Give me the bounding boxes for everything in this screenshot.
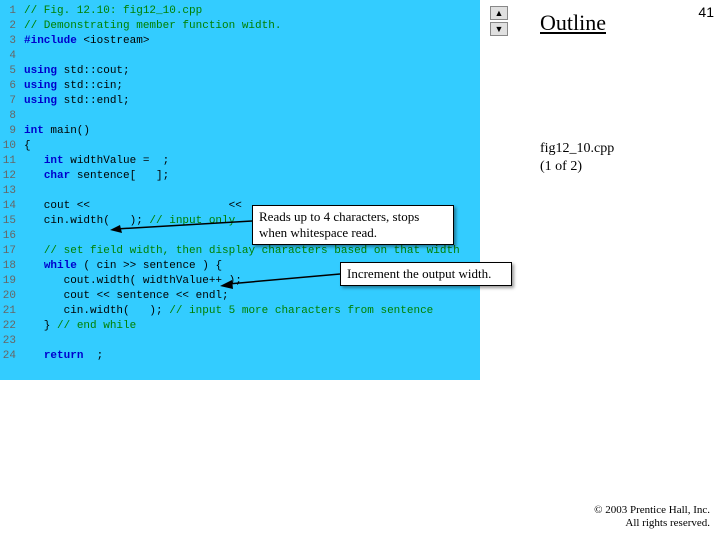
code-text: // Demonstrating member function width. <box>24 19 281 34</box>
code-line: 22 } // end while <box>0 319 480 334</box>
copyright: © 2003 Prentice Hall, Inc. All rights re… <box>594 504 710 530</box>
nav-buttons: ▲ ▼ <box>490 6 508 36</box>
code-text: using std::cin; <box>24 79 123 94</box>
code-line: 7using std::endl; <box>0 94 480 109</box>
code-text: { <box>24 139 31 154</box>
code-text: cout << sentence << endl; <box>24 289 229 304</box>
figure-name: fig12_10.cpp <box>540 140 614 158</box>
copyright-line1: © 2003 Prentice Hall, Inc. <box>594 504 710 517</box>
code-line: 13 <box>0 184 480 199</box>
line-number: 10 <box>0 139 24 154</box>
line-number: 14 <box>0 199 24 214</box>
line-number: 21 <box>0 304 24 319</box>
callout-reads-chars: Reads up to 4 characters, stops when whi… <box>252 205 454 245</box>
code-line: 6using std::cin; <box>0 79 480 94</box>
line-number: 17 <box>0 244 24 259</box>
line-number: 19 <box>0 274 24 289</box>
code-line: 20 cout << sentence << endl; <box>0 289 480 304</box>
code-line: 11 int widthValue = ; <box>0 154 480 169</box>
code-text: int main() <box>24 124 90 139</box>
figure-part: (1 of 2) <box>540 158 614 176</box>
line-number: 4 <box>0 49 24 64</box>
line-number: 6 <box>0 79 24 94</box>
code-line: 21 cin.width( ); // input 5 more charact… <box>0 304 480 319</box>
page-number: 41 <box>698 4 714 20</box>
code-text: #include <iostream> <box>24 34 149 49</box>
code-line: 8 <box>0 109 480 124</box>
code-panel: 1// Fig. 12.10: fig12_10.cpp2// Demonstr… <box>0 0 480 380</box>
code-text: int widthValue = ; <box>24 154 169 169</box>
code-line: 1// Fig. 12.10: fig12_10.cpp <box>0 4 480 19</box>
code-text: cout.width( widthValue++ ); <box>24 274 242 289</box>
line-number: 5 <box>0 64 24 79</box>
code-line: 3#include <iostream> <box>0 34 480 49</box>
code-line: 2// Demonstrating member function width. <box>0 19 480 34</box>
code-text: using std::endl; <box>24 94 130 109</box>
line-number: 1 <box>0 4 24 19</box>
nav-down-button[interactable]: ▼ <box>490 22 508 36</box>
line-number: 13 <box>0 184 24 199</box>
code-text: char sentence[ ]; <box>24 169 169 184</box>
line-number: 22 <box>0 319 24 334</box>
line-number: 2 <box>0 19 24 34</box>
outline-title: Outline <box>540 10 606 36</box>
code-text: using std::cout; <box>24 64 130 79</box>
code-text: // Fig. 12.10: fig12_10.cpp <box>24 4 202 19</box>
code-text: cout << << <box>24 199 248 214</box>
code-line: 12 char sentence[ ]; <box>0 169 480 184</box>
line-number: 20 <box>0 289 24 304</box>
line-number: 11 <box>0 154 24 169</box>
code-text: cin.width( ); // input only <box>24 214 242 229</box>
callout-increment-width: Increment the output width. <box>340 262 512 286</box>
line-number: 18 <box>0 259 24 274</box>
code-line: 24 return ; <box>0 349 480 364</box>
nav-up-button[interactable]: ▲ <box>490 6 508 20</box>
line-number: 3 <box>0 34 24 49</box>
code-line: 23 <box>0 334 480 349</box>
code-line: 4 <box>0 49 480 64</box>
code-line: 9int main() <box>0 124 480 139</box>
line-number: 24 <box>0 349 24 364</box>
code-line: 5using std::cout; <box>0 64 480 79</box>
line-number: 8 <box>0 109 24 124</box>
code-line: 17 // set field width, then display char… <box>0 244 480 259</box>
code-text: while ( cin >> sentence ) { <box>24 259 222 274</box>
line-number: 15 <box>0 214 24 229</box>
line-number: 7 <box>0 94 24 109</box>
code-line: 10{ <box>0 139 480 154</box>
line-number: 12 <box>0 169 24 184</box>
copyright-line2: All rights reserved. <box>594 517 710 530</box>
code-text: // set field width, then display charact… <box>24 244 460 259</box>
code-text: return ; <box>24 349 103 364</box>
line-number: 23 <box>0 334 24 349</box>
code-text: } // end while <box>24 319 136 334</box>
line-number: 16 <box>0 229 24 244</box>
line-number: 9 <box>0 124 24 139</box>
figure-info: fig12_10.cpp (1 of 2) <box>540 140 614 176</box>
code-text: cin.width( ); // input 5 more characters… <box>24 304 433 319</box>
